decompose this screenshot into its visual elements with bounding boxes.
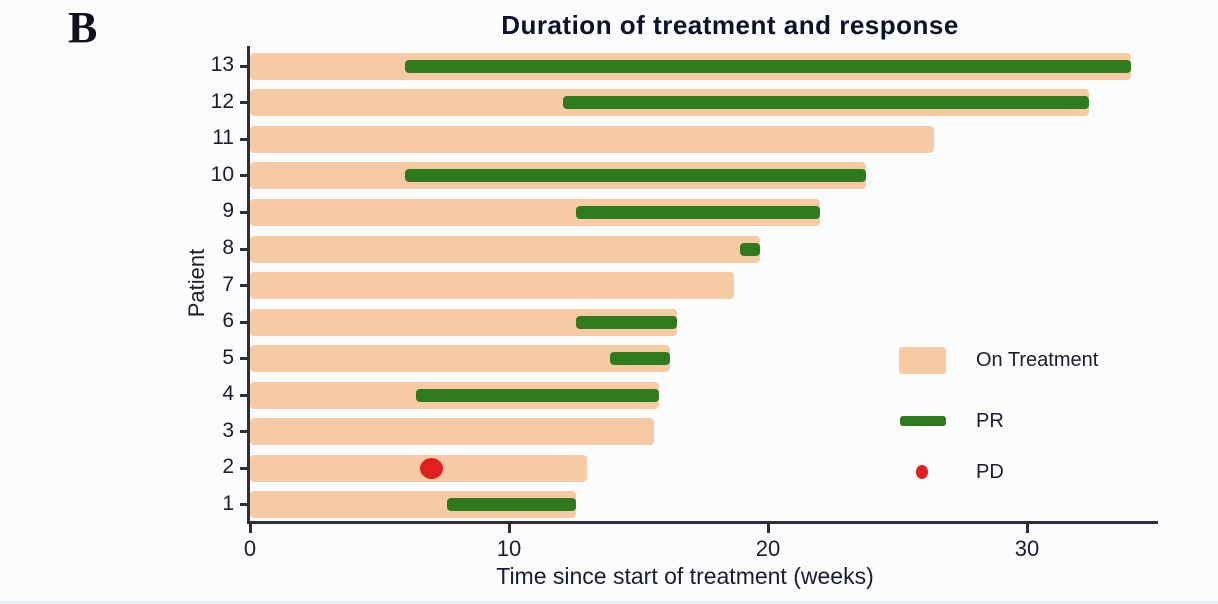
y-tick-patient-2: [240, 466, 249, 470]
legend-label-pd: PD: [976, 460, 1004, 483]
bottom-edge-artifact: [0, 601, 1218, 604]
y-tick-patient-3: [240, 430, 249, 434]
x-tick-label-30: 30: [1014, 536, 1040, 562]
pr-bar-patient-4: [415, 388, 660, 402]
y-tick-label-patient-4: 4: [222, 382, 234, 406]
x-axis-title: Time since start of treatment (weeks): [496, 563, 874, 589]
y-tick-patient-8: [240, 247, 249, 251]
legend-label-pr: PR: [976, 409, 1004, 432]
y-tick-label-patient-5: 5: [222, 345, 234, 369]
y-tick-label-patient-9: 9: [222, 199, 234, 223]
y-tick-patient-12: [240, 101, 249, 105]
y-tick-label-patient-13: 13: [210, 53, 234, 77]
y-tick-patient-11: [240, 137, 249, 141]
pr-bar-patient-6: [576, 315, 678, 329]
y-tick-patient-6: [240, 320, 249, 324]
y-tick-label-patient-6: 6: [222, 309, 234, 333]
legend-item-pr: PR: [899, 407, 1004, 435]
x-tick-30: [1025, 524, 1029, 534]
treatment-bar-patient-11: [250, 125, 934, 153]
treatment-bar-patient-2: [250, 454, 587, 482]
legend: On Treatment PR PD: [899, 346, 1159, 496]
treatment-bar-patient-8: [250, 235, 761, 263]
legend-item-pd: PD: [899, 458, 1004, 486]
pr-bar-patient-10: [405, 169, 867, 183]
pr-bar-patient-8: [739, 242, 761, 256]
legend-label-on-treatment: On Treatment: [976, 348, 1099, 371]
y-tick-patient-10: [240, 174, 249, 178]
pr-swatch-icon: [900, 416, 946, 426]
x-tick-10: [507, 524, 511, 534]
y-tick-patient-9: [240, 210, 249, 214]
x-tick-0: [248, 524, 252, 534]
x-axis-line: [247, 521, 1158, 524]
y-tick-label-patient-7: 7: [222, 272, 234, 296]
treatment-bar-patient-3: [250, 418, 655, 446]
x-tick-label-0: 0: [243, 536, 257, 562]
treatment-bar-patient-7: [250, 272, 735, 300]
y-tick-patient-13: [240, 64, 249, 68]
pd-dot-icon: [916, 465, 928, 479]
x-tick-label-10: 10: [496, 536, 522, 562]
legend-item-on-treatment: On Treatment: [899, 346, 1098, 374]
pr-bar-patient-13: [405, 59, 1131, 73]
y-tick-patient-4: [240, 393, 249, 397]
chart-title: Duration of treatment and response: [501, 10, 959, 40]
x-tick-20: [766, 524, 770, 534]
pd-dot-patient-2: [419, 457, 443, 479]
pr-bar-patient-9: [576, 205, 820, 219]
y-tick-label-patient-10: 10: [210, 162, 234, 186]
panel-label: B: [68, 3, 98, 52]
x-tick-label-20: 20: [755, 536, 781, 562]
y-tick-label-patient-11: 11: [212, 126, 234, 150]
y-tick-label-patient-3: 3: [222, 418, 234, 442]
y-tick-label-patient-2: 2: [222, 455, 234, 479]
y-tick-label-patient-1: 1: [222, 491, 234, 515]
y-tick-patient-1: [240, 503, 249, 507]
y-tick-label-patient-12: 12: [210, 89, 234, 113]
y-tick-patient-5: [240, 357, 249, 361]
on-treatment-swatch-icon: [899, 346, 946, 374]
pr-bar-patient-1: [446, 498, 577, 512]
y-tick-label-patient-8: 8: [222, 236, 234, 260]
pr-bar-patient-5: [610, 352, 670, 366]
treatment-bar-patient-5: [250, 345, 670, 373]
y-tick-patient-7: [240, 284, 249, 288]
pr-bar-patient-12: [563, 96, 1090, 110]
